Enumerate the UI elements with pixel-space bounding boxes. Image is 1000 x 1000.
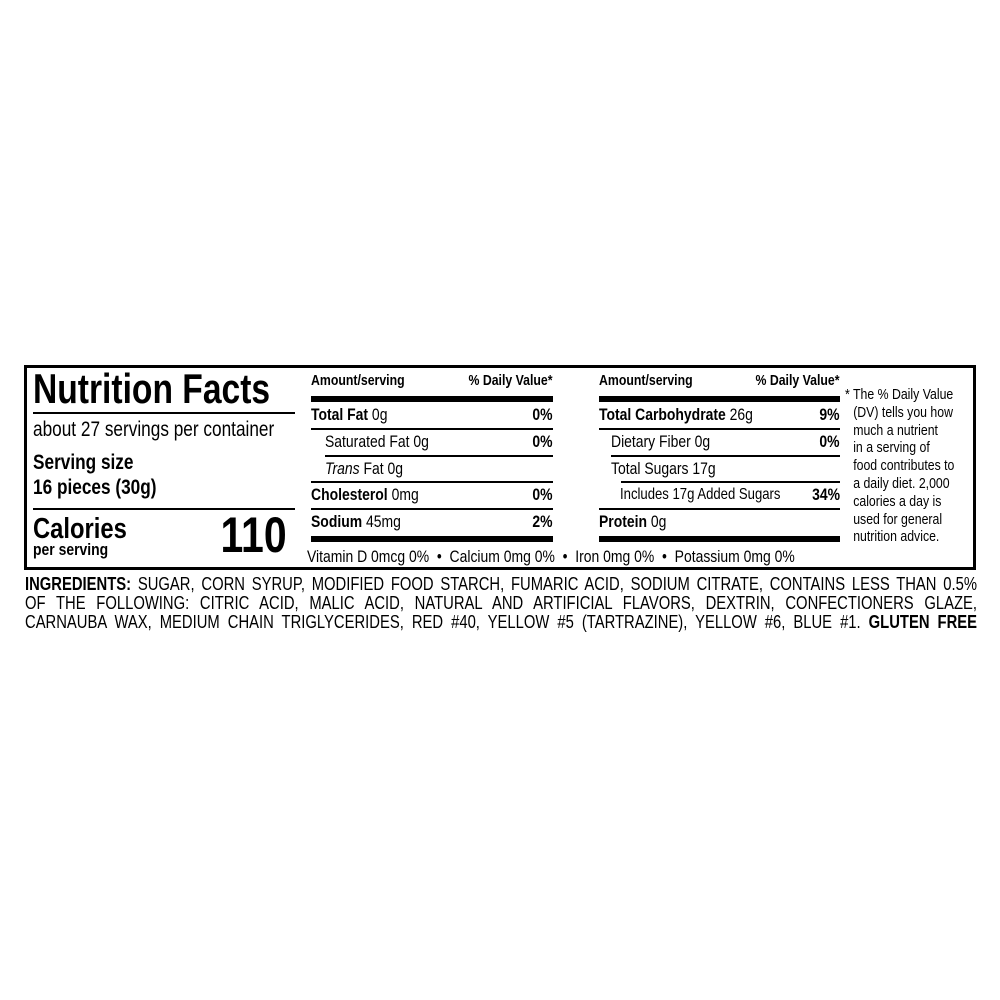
- dv-sodium: 2%: [532, 512, 553, 531]
- divider: [599, 508, 840, 510]
- divider: [311, 508, 553, 510]
- thick-divider: [311, 536, 553, 542]
- gluten-free-note: GLUTEN FREE: [868, 611, 978, 632]
- footnote-line: nutrition advice.: [853, 528, 940, 546]
- dv-total-fat: 0%: [532, 405, 553, 424]
- calories-label: Calories: [33, 513, 127, 545]
- nutrient-total-fat: Total Fat 0g: [311, 405, 388, 424]
- dv-total-carbohydrate: 9%: [819, 405, 840, 424]
- nutrient-added-sugars: Includes 17g Added Sugars: [620, 486, 781, 503]
- footnote-line: calories a day is: [853, 492, 942, 510]
- nutrient-saturated-fat: Saturated Fat 0g: [325, 432, 429, 451]
- divider: [611, 455, 840, 457]
- nutrient-protein: Protein 0g: [599, 512, 667, 531]
- divider: [311, 481, 553, 483]
- amount-per-serving-header: Amount/serving: [311, 372, 405, 389]
- divider: [33, 508, 295, 510]
- thick-divider: [599, 396, 840, 402]
- dv-dietary-fiber: 0%: [819, 432, 840, 451]
- divider: [311, 428, 553, 430]
- daily-value-footnote: * The % Daily Value (DV) tells you how m…: [845, 386, 954, 546]
- ingredients-line: INGREDIENTS: SUGAR, CORN SYRUP, MODIFIED…: [25, 573, 978, 594]
- nutrient-total-carbohydrate: Total Carbohydrate 26g: [599, 405, 753, 424]
- calories-value: 110: [220, 507, 287, 563]
- footnote-line: (DV) tells you how: [853, 403, 954, 421]
- daily-value-header-2: % Daily Value*: [755, 372, 840, 389]
- footnote-line: a daily diet. 2,000: [853, 474, 950, 492]
- serving-size-label: Serving size: [33, 451, 134, 474]
- nutrient-total-sugars: Total Sugars 17g: [611, 459, 716, 478]
- divider: [599, 428, 840, 430]
- calories-sublabel: per serving: [33, 540, 109, 559]
- thick-divider: [599, 536, 840, 542]
- dv-saturated-fat: 0%: [532, 432, 553, 451]
- daily-value-header: % Daily Value*: [468, 372, 553, 389]
- footnote-line: much a nutrient: [853, 421, 938, 439]
- divider: [325, 455, 553, 457]
- footnote-line: used for general: [853, 510, 943, 528]
- nutrition-facts-panel: [24, 365, 976, 570]
- serving-size-value: 16 pieces (30g): [33, 476, 157, 499]
- servings-per-container: about 27 servings per container: [33, 418, 275, 441]
- footnote-line: food contributes to: [853, 457, 955, 475]
- ingredients-line: CARNAUBA WAX, MEDIUM CHAIN TRIGLYCERIDES…: [25, 611, 978, 632]
- footnote-line: in a serving of: [853, 439, 930, 457]
- divider: [621, 481, 840, 483]
- nutrient-dietary-fiber: Dietary Fiber 0g: [611, 432, 711, 451]
- divider: [33, 412, 295, 414]
- dv-cholesterol: 0%: [532, 485, 553, 504]
- ingredients-label: INGREDIENTS:: [25, 573, 132, 594]
- nutrition-facts-title: Nutrition Facts: [33, 365, 271, 412]
- micronutrients-line: Vitamin D 0mcg 0% • Calcium 0mg 0% • Iro…: [307, 547, 795, 566]
- amount-per-serving-header-2: Amount/serving: [599, 372, 693, 389]
- nutrient-cholesterol: Cholesterol 0mg: [311, 485, 419, 504]
- nutrient-sodium: Sodium 45mg: [311, 512, 401, 531]
- ingredients-line: OF THE FOLLOWING: CITRIC ACID, MALIC ACI…: [25, 592, 977, 613]
- dv-added-sugars: 34%: [812, 485, 840, 504]
- nutrient-trans-fat: Trans Fat 0g: [325, 459, 404, 478]
- footnote-line: * The % Daily Value: [845, 386, 954, 403]
- thick-divider: [311, 396, 553, 402]
